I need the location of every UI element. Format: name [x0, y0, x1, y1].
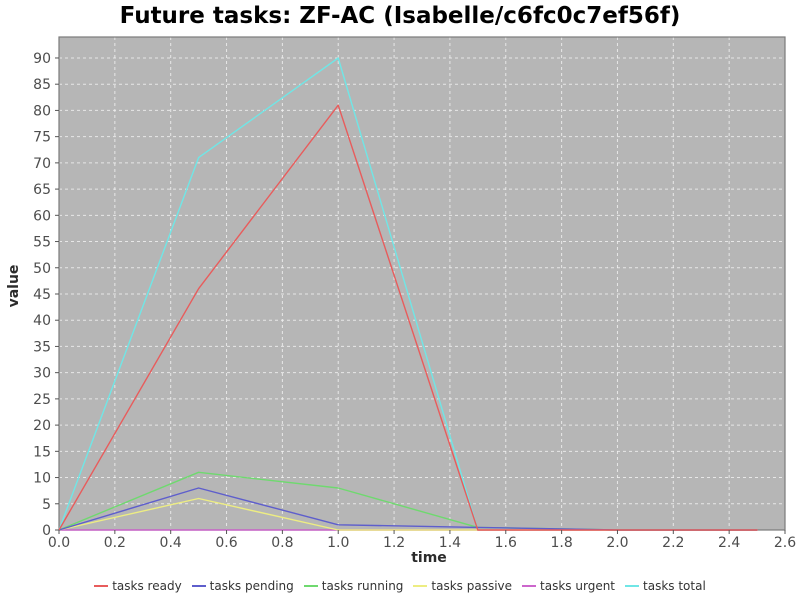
x-tick-label: 1.6	[495, 535, 517, 551]
legend-label: tasks urgent	[540, 579, 616, 593]
x-tick-label: 0.0	[48, 535, 70, 551]
legend-swatch	[413, 585, 428, 587]
legend-item: tasks ready	[94, 579, 182, 593]
legend-item: tasks total	[625, 579, 706, 593]
legend-item: tasks passive	[413, 579, 512, 593]
x-tick-label: 2.4	[718, 535, 740, 551]
y-tick-label: 80	[33, 103, 51, 119]
y-tick-label: 15	[33, 444, 51, 460]
legend-swatch	[191, 585, 206, 587]
legend-label: tasks passive	[431, 579, 513, 593]
y-axis-title: value	[6, 265, 22, 308]
x-tick-label: 0.4	[160, 535, 182, 551]
x-tick-label: 2.0	[606, 535, 628, 551]
y-tick-label: 90	[33, 51, 51, 67]
x-tick-label: 1.2	[383, 535, 405, 551]
y-tick-label: 75	[33, 130, 51, 146]
y-tick-label: 40	[33, 313, 51, 329]
legend-swatch	[94, 585, 109, 587]
y-tick-label: 70	[33, 156, 51, 172]
legend-item: tasks urgent	[522, 579, 615, 593]
line-tasks-ready	[58, 104, 758, 531]
chart-legend: tasks ready tasks pending tasks running tas…	[0, 579, 800, 593]
plot-area	[59, 37, 785, 530]
x-tick-label: 0.2	[104, 535, 126, 551]
y-tick-label: 85	[33, 77, 51, 93]
x-tick-label: 2.2	[662, 535, 684, 551]
legend-item: tasks running	[303, 579, 404, 593]
y-tick-label: 10	[33, 471, 51, 487]
y-tick-label: 30	[33, 366, 51, 382]
x-tick-label: 1.4	[439, 535, 461, 551]
legend-swatch	[625, 585, 640, 587]
legend-item: tasks pending	[191, 579, 294, 593]
x-tick-label: 1.8	[550, 535, 572, 551]
x-tick-label: 1.0	[327, 535, 349, 551]
y-tick-label: 45	[33, 287, 51, 303]
y-tick-label: 60	[33, 208, 51, 224]
legend-label: tasks total	[643, 579, 706, 593]
y-tick-label: 20	[33, 418, 51, 434]
y-tick-label: 25	[33, 392, 51, 408]
y-tick-label: 0	[42, 523, 51, 539]
y-tick-label: 55	[33, 235, 51, 251]
x-tick-label: 0.6	[215, 535, 237, 551]
chart-title: Future tasks: ZF-AC (Isabelle/c6fc0c7ef5…	[119, 3, 681, 29]
legend-swatch	[522, 585, 537, 587]
x-axis-title: time	[411, 550, 447, 566]
x-tick-label: 2.6	[774, 535, 796, 551]
legend-label: tasks ready	[112, 579, 182, 593]
x-tick-label: 0.8	[271, 535, 293, 551]
legend-swatch	[303, 585, 318, 587]
y-tick-label: 35	[33, 339, 51, 355]
legend-label: tasks running	[321, 579, 404, 593]
y-tick-label: 65	[33, 182, 51, 198]
y-tick-label: 5	[42, 497, 51, 513]
legend-label: tasks pending	[209, 579, 294, 593]
y-tick-label: 50	[33, 261, 51, 277]
